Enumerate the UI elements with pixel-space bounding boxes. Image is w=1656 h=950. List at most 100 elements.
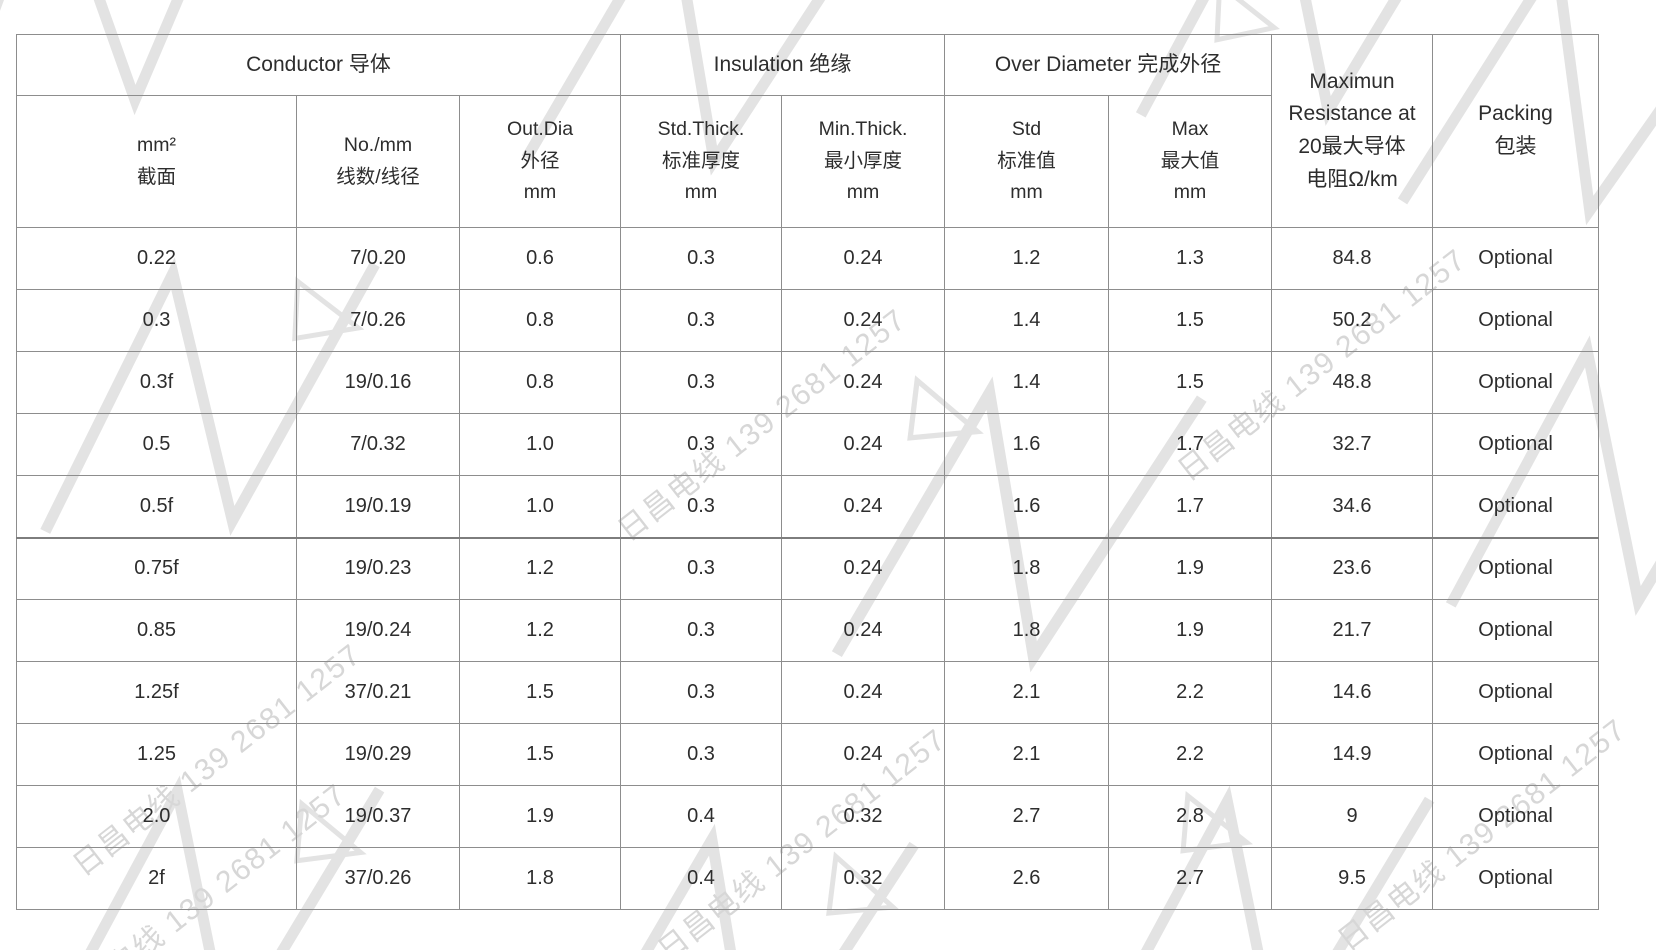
spec-cell: 1.2 <box>944 227 1110 290</box>
spec-cell: 2.7 <box>944 785 1110 848</box>
spec-row: 0.75f 19/0.23 1.2 0.3 0.24 1.8 1.9 23.6 … <box>16 537 1600 600</box>
spec-row: 0.3f 19/0.16 0.8 0.3 0.24 1.4 1.5 48.8 O… <box>16 351 1600 414</box>
spec-cell: 1.9 <box>1108 599 1273 662</box>
header-group-conductor: Conductor 导体 <box>16 34 621 96</box>
spec-cell: 2f <box>16 847 297 910</box>
spec-cell: 0.24 <box>780 227 946 290</box>
spec-cell: 1.0 <box>459 475 621 539</box>
header-col-od-max: Max 最大值 mm <box>1108 95 1273 228</box>
spec-cell: 0.3 <box>620 661 782 724</box>
spec-cell: 19/0.16 <box>296 351 460 414</box>
header-col-packing: Packing 包装 <box>1432 34 1600 228</box>
spec-cell: 0.3 <box>16 289 297 352</box>
spec-cell: 0.24 <box>780 599 946 662</box>
spec-cell: 0.3 <box>620 723 782 786</box>
spec-cell: 1.4 <box>944 289 1110 352</box>
spec-cell: 0.3 <box>620 599 782 662</box>
spec-cell: 0.3f <box>16 351 297 414</box>
spec-cell: 0.22 <box>16 227 297 290</box>
spec-cell: 1.5 <box>459 661 621 724</box>
spec-cell: 1.3 <box>1108 227 1273 290</box>
spec-cell: 9.5 <box>1271 847 1434 910</box>
spec-row: 0.5 7/0.32 1.0 0.3 0.24 1.6 1.7 32.7 Opt… <box>16 413 1600 476</box>
spec-cell: 2.8 <box>1108 785 1273 848</box>
header-group-insulation: Insulation 绝缘 <box>619 34 946 96</box>
header-col-area: mm² 截面 <box>16 95 297 228</box>
spec-cell: 0.8 <box>459 351 621 414</box>
spec-row: 0.5f 19/0.19 1.0 0.3 0.24 1.6 1.7 34.6 O… <box>16 475 1600 539</box>
spec-cell: 7/0.20 <box>296 227 460 290</box>
spec-cell: 1.25 <box>16 723 297 786</box>
spec-cell: 7/0.26 <box>296 289 460 352</box>
spec-cell: 9 <box>1271 785 1434 848</box>
spec-row: 0.22 7/0.20 0.6 0.3 0.24 1.2 1.3 84.8 Op… <box>16 227 1600 290</box>
spec-cell: 1.9 <box>459 785 621 848</box>
spec-cell: 0.24 <box>780 661 946 724</box>
spec-row: 2f 37/0.26 1.8 0.4 0.32 2.6 2.7 9.5 Opti… <box>16 847 1600 910</box>
header-row-groups: Conductor 导体 Insulation 绝缘 Over Diameter… <box>16 34 1600 228</box>
spec-cell: 0.3 <box>620 351 782 414</box>
spec-cell: 2.2 <box>1108 661 1273 724</box>
spec-cell: 21.7 <box>1271 599 1434 662</box>
spec-cell: 7/0.32 <box>296 413 460 476</box>
spec-cell: 19/0.24 <box>296 599 460 662</box>
spec-cell: 0.3 <box>620 227 782 290</box>
spec-cell: 37/0.21 <box>296 661 460 724</box>
spec-cell: Optional <box>1432 785 1600 848</box>
spec-cell: 2.0 <box>16 785 297 848</box>
spec-cell: 2.1 <box>944 723 1110 786</box>
spec-cell: 50.2 <box>1271 289 1434 352</box>
spec-cell: 19/0.29 <box>296 723 460 786</box>
spec-cell: 1.2 <box>459 537 621 600</box>
spec-cell: 0.24 <box>780 351 946 414</box>
header-col-resistance: Maximun Resistance at 20最大导体 电阻Ω/km <box>1271 34 1434 228</box>
spec-cell: 0.24 <box>780 413 946 476</box>
spec-cell: 2.2 <box>1108 723 1273 786</box>
spec-cell: Optional <box>1432 351 1600 414</box>
spec-cell: 0.4 <box>620 785 782 848</box>
spec-row: 1.25f 37/0.21 1.5 0.3 0.24 2.1 2.2 14.6 … <box>16 661 1600 724</box>
spec-cell: 0.3 <box>620 537 782 600</box>
header-col-od-std: Std 标准值 mm <box>944 95 1110 228</box>
spec-row: 0.85 19/0.24 1.2 0.3 0.24 1.8 1.9 21.7 O… <box>16 599 1600 662</box>
spec-cell: 19/0.37 <box>296 785 460 848</box>
spec-cell: 0.24 <box>780 537 946 600</box>
spec-cell: 2.6 <box>944 847 1110 910</box>
header-group-over-diameter: Over Diameter 完成外径 <box>944 34 1273 96</box>
spec-cell: 84.8 <box>1271 227 1434 290</box>
spec-cell: Optional <box>1432 599 1600 662</box>
spec-cell: 0.5f <box>16 475 297 539</box>
spec-cell: 14.6 <box>1271 661 1434 724</box>
spec-cell: 32.7 <box>1271 413 1434 476</box>
spec-cell: 1.9 <box>1108 537 1273 600</box>
spec-cell: Optional <box>1432 723 1600 786</box>
spec-cell: 23.6 <box>1271 537 1434 600</box>
spec-cell: Optional <box>1432 475 1600 539</box>
spec-cell: 0.8 <box>459 289 621 352</box>
spec-cell: Optional <box>1432 413 1600 476</box>
spec-cell: 1.8 <box>944 599 1110 662</box>
spec-cell: 48.8 <box>1271 351 1434 414</box>
spec-cell: 1.2 <box>459 599 621 662</box>
spec-cell: Optional <box>1432 661 1600 724</box>
spec-cell: 0.32 <box>780 785 946 848</box>
header-col-std-thick: Std.Thick. 标准厚度 mm <box>620 95 782 228</box>
spec-cell: 0.6 <box>459 227 621 290</box>
spec-cell: 34.6 <box>1271 475 1434 539</box>
spec-row: 1.25 19/0.29 1.5 0.3 0.24 2.1 2.2 14.9 O… <box>16 723 1600 786</box>
spec-cell: 0.75f <box>16 537 297 600</box>
spec-cell: Optional <box>1432 289 1600 352</box>
spec-cell: Optional <box>1432 537 1600 600</box>
spec-cell: 1.6 <box>944 475 1110 539</box>
spec-cell: 1.5 <box>1108 289 1273 352</box>
header-col-min-thick: Min.Thick. 最小厚度 mm <box>780 95 946 228</box>
spec-cell: 1.25f <box>16 661 297 724</box>
spec-cell: 1.8 <box>459 847 621 910</box>
spec-cell: 0.85 <box>16 599 297 662</box>
header-col-strands: No./mm 线数/线径 <box>296 95 460 228</box>
spec-cell: 0.3 <box>620 413 782 476</box>
spec-cell: 0.24 <box>780 475 946 539</box>
spec-cell: Optional <box>1432 227 1600 290</box>
header-col-out-dia: Out.Dia 外径 mm <box>459 95 621 228</box>
spec-cell: 0.3 <box>620 289 782 352</box>
